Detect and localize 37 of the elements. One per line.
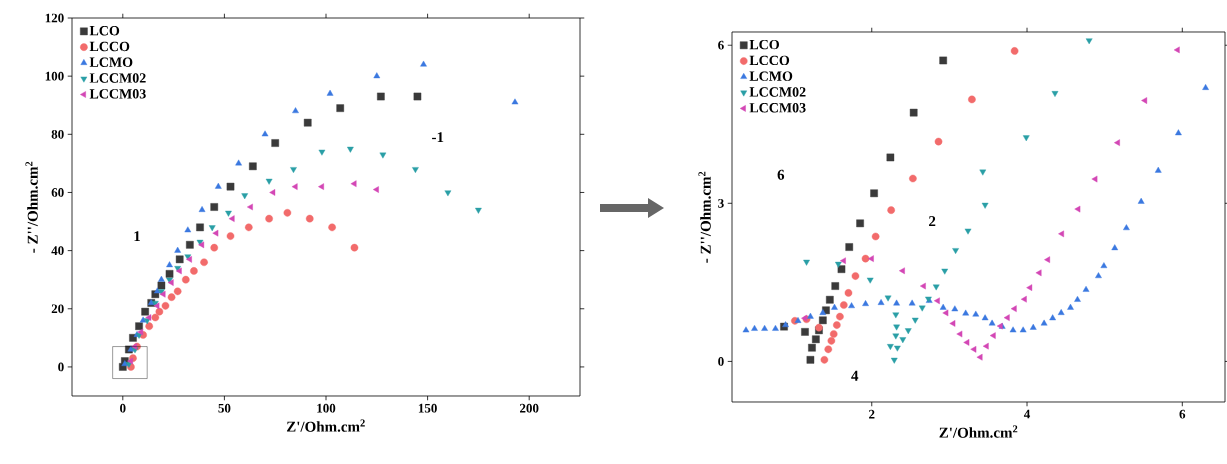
annotation: 6: [777, 169, 785, 180]
x-tick-label: 4: [1023, 409, 1031, 419]
y-tick-label: 100: [45, 71, 64, 81]
x-tick-label: 150: [418, 403, 437, 413]
legend-label: LCCM02: [749, 87, 806, 97]
y-axis-title: - Z''/Ohm.cm$^{2}$: [698, 171, 711, 263]
x-axis-title: Z'/Ohm.cm$^{2}$: [939, 425, 1018, 438]
x-tick-label: 100: [317, 403, 336, 413]
annotation: 2: [929, 216, 936, 227]
y-tick-label: 120: [45, 13, 64, 23]
y-tick-label: 60: [51, 188, 64, 197]
y-tick-label: 0: [718, 357, 724, 366]
annotation: -1: [432, 132, 444, 143]
x-tick-label: 2: [869, 409, 875, 419]
y-tick-label: 3: [718, 198, 724, 208]
annotation: 1: [134, 231, 141, 242]
y-tick-label: 40: [51, 246, 64, 255]
legend-label: LCCM02: [89, 73, 146, 83]
x-tick-label: 200: [520, 403, 539, 413]
y-tick-label: 80: [51, 129, 64, 139]
y-axis-title: - Z''/Ohm.cm$^{2}$: [25, 161, 38, 253]
y-tick-label: 20: [51, 304, 64, 314]
legend-label: LCO: [89, 25, 120, 36]
x-tick-label: 50: [218, 403, 231, 413]
y-tick-label: 6: [718, 40, 724, 50]
legend-label: LCMO: [89, 57, 133, 67]
y-tick-label: 0: [58, 362, 64, 372]
x-tick-label: 6: [1179, 409, 1186, 419]
annotation: 4: [851, 370, 859, 381]
legend-label: LCCM03: [89, 89, 146, 99]
legend-label: LCCM03: [749, 103, 806, 113]
x-axis-title: Z'/Ohm.cm$^{2}$: [286, 419, 365, 432]
legend-label: LCMO: [749, 71, 793, 81]
x-tick-label: 0: [120, 403, 126, 413]
legend-label: LCCO: [749, 55, 790, 66]
legend-label: LCCO: [89, 41, 130, 52]
legend-label: LCO: [749, 39, 779, 50]
